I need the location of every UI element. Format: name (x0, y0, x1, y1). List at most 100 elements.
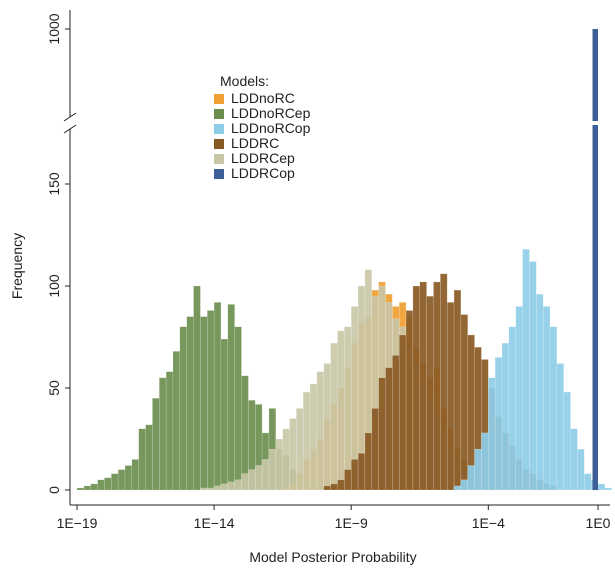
y-tick-label: 0 (46, 486, 62, 494)
bar-LDDRC (440, 273, 448, 491)
bar-LDDRC (419, 281, 427, 491)
bar-LDDnoRCep (213, 302, 222, 491)
x-tick-label: 1E−4 (472, 515, 505, 531)
legend-item-LDDRC: LDDRC (214, 135, 279, 151)
bar-LDDRCep (323, 363, 331, 491)
bar-LDDnoRCep (152, 397, 160, 491)
bar-LDDRC (330, 483, 338, 491)
bar-LDDnoRCep (138, 428, 146, 491)
bar-LDDnoRCop (515, 306, 523, 491)
legend-label: LDDRC (231, 135, 279, 151)
bar-LDDRCep (330, 342, 338, 491)
bar-LDDnoRCep (179, 326, 187, 491)
legend-title: Models: (220, 73, 269, 89)
bar-LDDnoRCep (83, 485, 91, 491)
bar-LDDRCep (282, 428, 290, 491)
histogram-bars (76, 29, 612, 491)
legend: Models: LDDnoRCLDDnoRCepLDDnoRCopLDDRCLD… (214, 73, 311, 181)
bar-LDDnoRCop (536, 293, 544, 491)
legend-swatch (214, 109, 224, 119)
bar-LDDnoRCop (522, 249, 530, 491)
bar-LDDRCep (241, 473, 249, 491)
legend-label: LDDnoRCep (231, 105, 311, 121)
bar-LDDRCep (268, 448, 277, 491)
bar-LDDnoRCep (172, 351, 181, 491)
legend-item-LDDnoRC: LDDnoRC (214, 90, 295, 106)
bar-LDDRC (385, 367, 393, 491)
bar-LDDRC (412, 285, 421, 491)
x-tick-label: 1E−9 (335, 515, 368, 531)
bar-LDDnoRCop (542, 306, 551, 491)
legend-item-LDDnoRCop: LDDnoRCop (214, 120, 311, 136)
bar-LDDnoRCop (584, 473, 592, 491)
bar-LDDRCep (200, 487, 208, 491)
bar-LDDRCep (337, 330, 345, 491)
bar-LDDnoRCop (529, 261, 537, 491)
bar-LDDRC (350, 459, 359, 491)
bar-LDDnoRCep (124, 465, 133, 491)
bar-LDDRC (337, 479, 345, 491)
bar-LDDnoRCop (481, 432, 489, 491)
bar-LDDRC (453, 289, 462, 491)
bar-break-gap (591, 121, 599, 125)
x-axis-title: Model Posterior Probability (249, 549, 416, 565)
bar-LDDnoRCep (90, 483, 98, 491)
bar-LDDnoRCep (145, 424, 153, 491)
bar-LDDRCop (592, 29, 598, 490)
bar-LDDnoRCep (131, 459, 139, 491)
bar-LDDRCep (227, 481, 235, 491)
legend-label: LDDnoRC (231, 90, 295, 106)
series-LDDnoRCop (453, 249, 612, 491)
bar-LDDnoRCep (165, 371, 174, 491)
legend-label: LDDRCep (231, 150, 295, 166)
axis-break-mark (63, 124, 77, 134)
legend-item-LDDRCep: LDDRCep (214, 150, 295, 166)
bar-LDDRCep (289, 418, 297, 491)
bar-LDDRCep (316, 371, 325, 491)
bar-LDDRC (392, 355, 400, 491)
bar-LDDnoRCop (570, 428, 578, 491)
bar-LDDRCep (309, 383, 318, 491)
y-tick-label: 100 (46, 274, 62, 298)
y-axis-title: Frequency (9, 233, 25, 299)
bar-LDDnoRCep (97, 479, 105, 491)
bar-LDDRCep (207, 487, 215, 491)
bar-LDDRC (378, 377, 386, 491)
bar-LDDnoRCop (597, 483, 606, 491)
bar-LDDRCep (296, 408, 304, 491)
bar-LDDRC (364, 432, 373, 491)
bar-LDDnoRCop (460, 479, 469, 491)
bar-LDDnoRCep (220, 338, 229, 491)
bar-LDDnoRCep (186, 316, 194, 491)
y-tick-label: 50 (46, 380, 62, 396)
bar-LDDRC (446, 302, 455, 491)
bar-LDDnoRCep (234, 326, 242, 491)
bar-LDDRC (323, 485, 331, 491)
bar-LDDnoRCep (76, 487, 85, 491)
bar-LDDnoRCop (508, 326, 516, 491)
series-LDDRCop (591, 29, 599, 490)
legend-label: LDDnoRCop (231, 120, 311, 136)
y-tick-label: 1000 (46, 13, 62, 44)
bar-LDDnoRCep (227, 304, 235, 491)
bar-LDDRC (405, 310, 414, 491)
bar-LDDRC (426, 295, 434, 491)
bar-LDDRCep (248, 469, 256, 491)
bar-LDDnoRCop (474, 448, 482, 491)
bar-LDDRCep (213, 485, 222, 491)
axis-break-mark (63, 112, 77, 122)
bar-LDDRCep (234, 479, 242, 491)
bar-LDDnoRCep (241, 375, 249, 491)
legend-swatch (214, 139, 224, 149)
series-LDDnoRCep (76, 285, 318, 491)
x-tick-label: 1E−19 (57, 515, 98, 531)
bar-LDDnoRCop (501, 342, 510, 491)
bar-LDDnoRCop (563, 391, 571, 491)
bar-LDDRCep (344, 326, 352, 491)
legend-swatch (214, 154, 224, 164)
bar-LDDRCep (220, 483, 229, 491)
legend-item-LDDRCop: LDDRCop (214, 165, 295, 181)
bar-LDDnoRCop (604, 487, 612, 491)
bar-LDDRC (460, 314, 469, 491)
